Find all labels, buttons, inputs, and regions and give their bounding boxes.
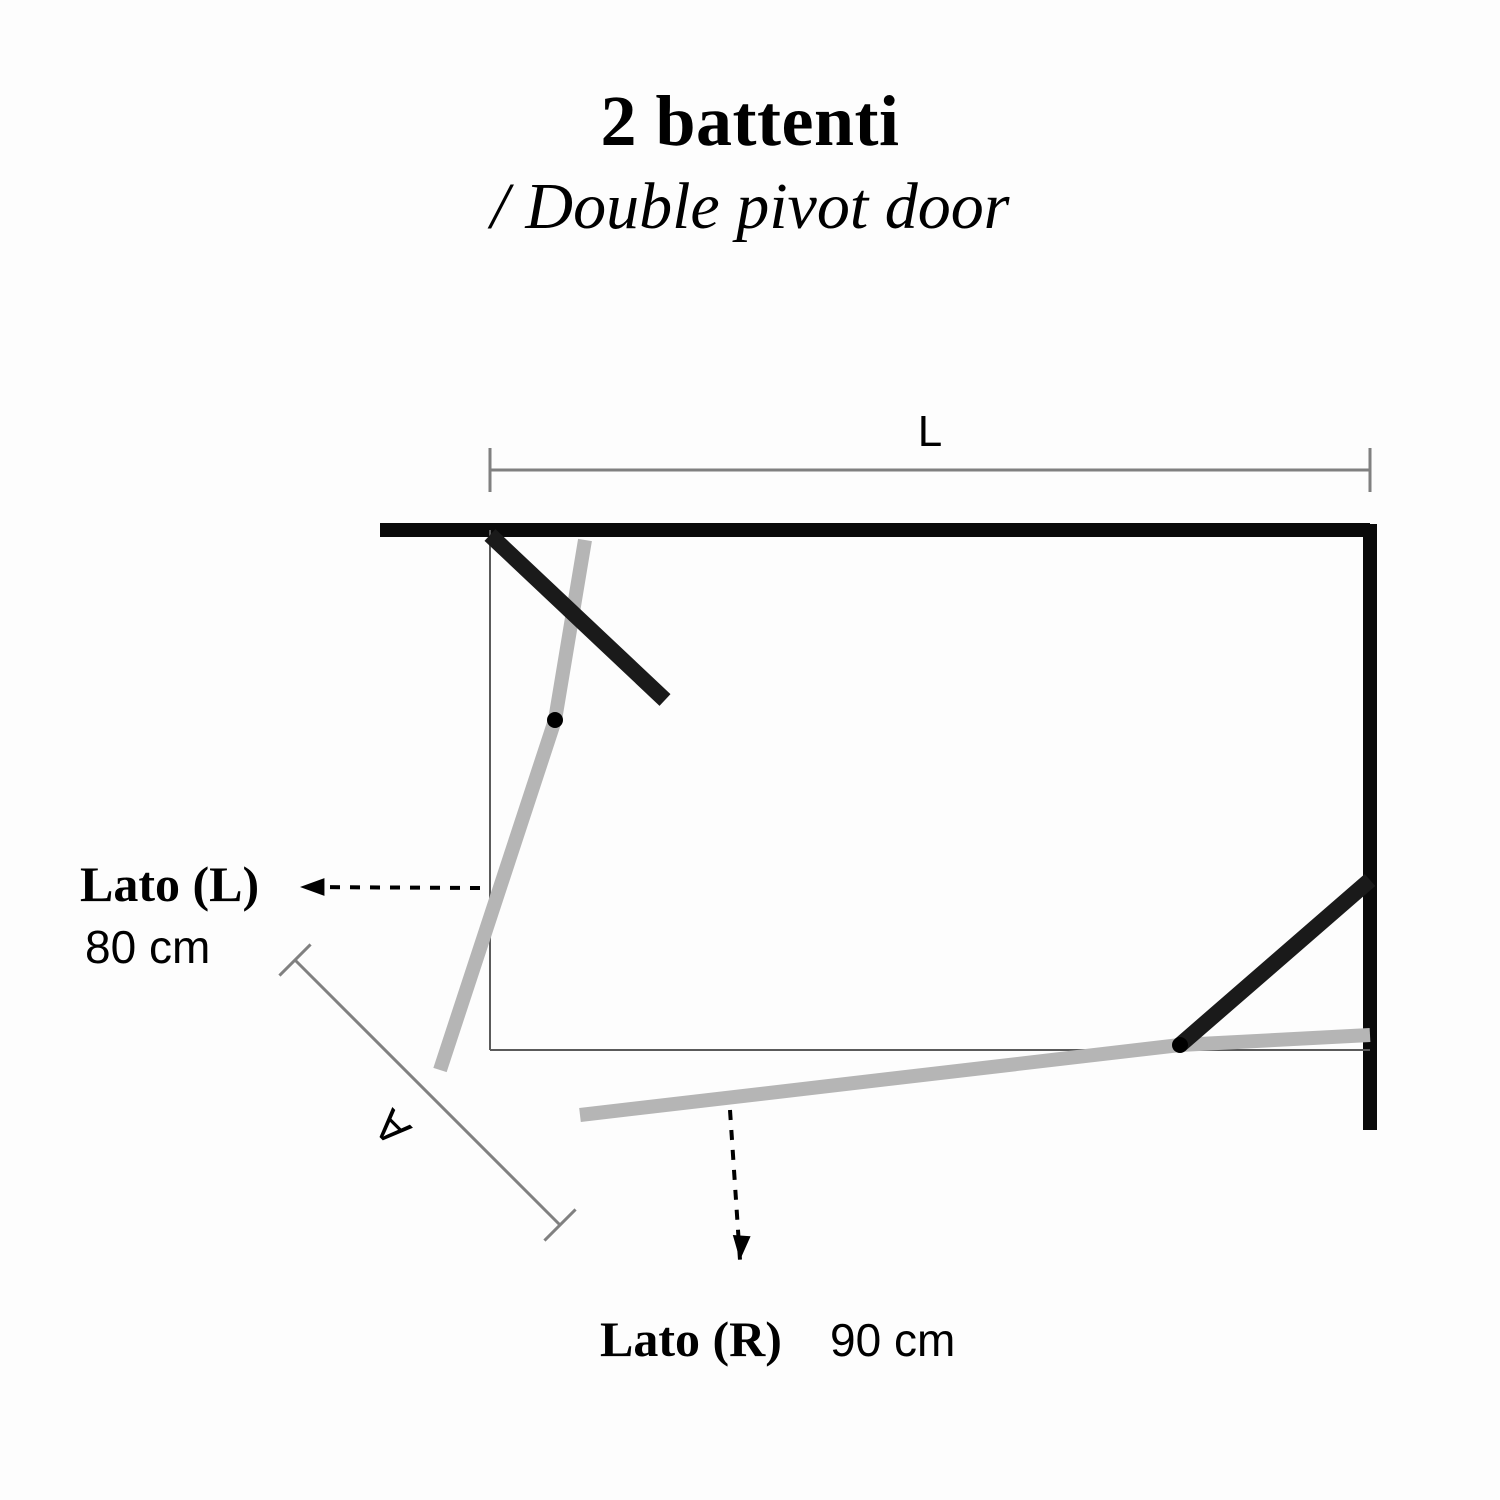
label-lato-L-name: Lato (L) [80, 855, 259, 913]
svg-text:L: L [918, 407, 942, 456]
label-lato-R-value: 90 cm [830, 1313, 955, 1367]
title-italian: 2 battenti [0, 80, 1500, 163]
diagram-canvas: 2 battenti / Double pivot door L A Lato (… [0, 0, 1500, 1500]
svg-text:A: A [364, 1099, 420, 1155]
title-english: / Double pivot door [0, 169, 1500, 245]
label-lato-R-name: Lato (R) [600, 1310, 782, 1368]
title-block: 2 battenti / Double pivot door [0, 80, 1500, 245]
label-lato-L-value: 80 cm [85, 920, 210, 974]
